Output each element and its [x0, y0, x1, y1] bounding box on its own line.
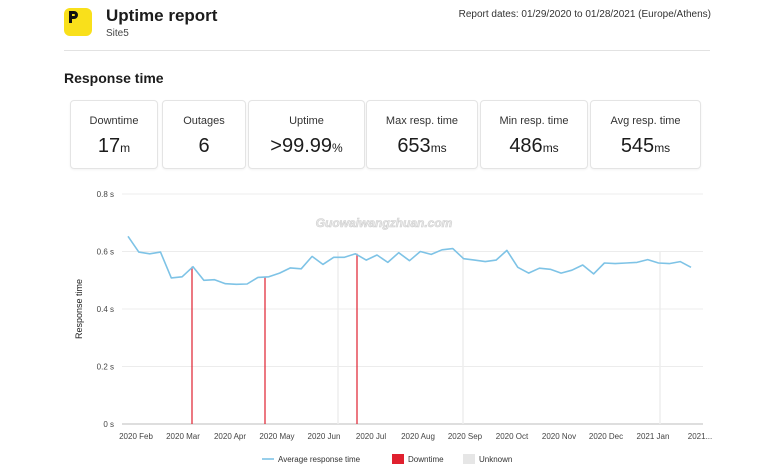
x-tick-label: 2020 Mar: [166, 432, 200, 441]
stat-label: Downtime: [89, 115, 139, 127]
x-tick-label: 2020 Oct: [496, 432, 529, 441]
stat-card-avg-resp: Avg resp. time 545ms: [590, 100, 701, 169]
legend-label: Downtime: [408, 455, 444, 464]
watermark-text: Guowaiwangzhuan.com: [316, 216, 453, 230]
x-tick-label: 2020 Jun: [308, 432, 341, 441]
stat-card-outages: Outages 6: [162, 100, 246, 169]
stat-card-downtime: Downtime 17m: [70, 100, 158, 169]
chart-svg: 0.8 s 0.6 s 0.4 s 0.2 s 0 s Response time 2020…: [74, 190, 712, 464]
stat-card-max-resp: Max resp. time 653ms: [366, 100, 478, 169]
x-tick-label: 2021...: [688, 432, 712, 441]
y-axis-title: Response time: [74, 279, 84, 339]
stat-card-uptime: Uptime >99.99%: [248, 100, 365, 169]
legend-swatch-box: [392, 454, 404, 464]
stat-card-min-resp: Min resp. time 486ms: [480, 100, 588, 169]
x-tick-label: 2020 Aug: [401, 432, 435, 441]
legend-label: Average response time: [278, 455, 361, 464]
x-tick-label: 2020 Dec: [589, 432, 623, 441]
y-tick-label: 0.6 s: [97, 248, 114, 257]
legend-swatch-box: [463, 454, 475, 464]
stat-value: 545ms: [620, 135, 671, 157]
x-tick-label: 2020 Feb: [119, 432, 153, 441]
site-name: Site5: [106, 28, 129, 39]
header-divider: [64, 50, 710, 51]
response-time-chart: 0.8 s 0.6 s 0.4 s 0.2 s 0 s Response time 2020…: [0, 180, 768, 472]
legend-label: Unknown: [479, 455, 512, 464]
stat-label: Uptime: [289, 115, 324, 127]
section-title: Response time: [64, 70, 164, 86]
x-tick-label: 2020 Sep: [448, 432, 483, 441]
stat-value: 486ms: [509, 135, 559, 157]
y-tick-label: 0.4 s: [97, 305, 114, 314]
x-tick-label: 2021 Jan: [637, 432, 670, 441]
stat-label: Max resp. time: [385, 115, 459, 127]
stat-label: Outages: [183, 115, 225, 127]
x-tick-label: 2020 Jul: [356, 432, 386, 441]
stat-label: Min resp. time: [499, 115, 569, 127]
app-logo: [64, 8, 92, 36]
y-tick-label: 0 s: [103, 420, 114, 429]
y-tick-label: 0.8 s: [97, 190, 114, 199]
stat-value: 653ms: [397, 135, 447, 157]
x-tick-label: 2020 Apr: [214, 432, 246, 441]
series-line-average-response-time: [127, 235, 692, 286]
stat-label: Avg resp. time: [610, 115, 681, 127]
y-tick-label: 0.2 s: [97, 363, 114, 372]
stat-value: 6: [198, 135, 210, 157]
logo-icon: [69, 11, 78, 23]
report-title: Uptime report: [106, 6, 218, 25]
stat-value: 17m: [97, 135, 131, 157]
report-dates: Report dates: 01/29/2020 to 01/28/2021 (…: [458, 9, 711, 20]
x-tick-label: 2020 May: [259, 432, 294, 441]
stat-value: >99.99%: [270, 135, 343, 157]
x-tick-label: 2020 Nov: [542, 432, 576, 441]
